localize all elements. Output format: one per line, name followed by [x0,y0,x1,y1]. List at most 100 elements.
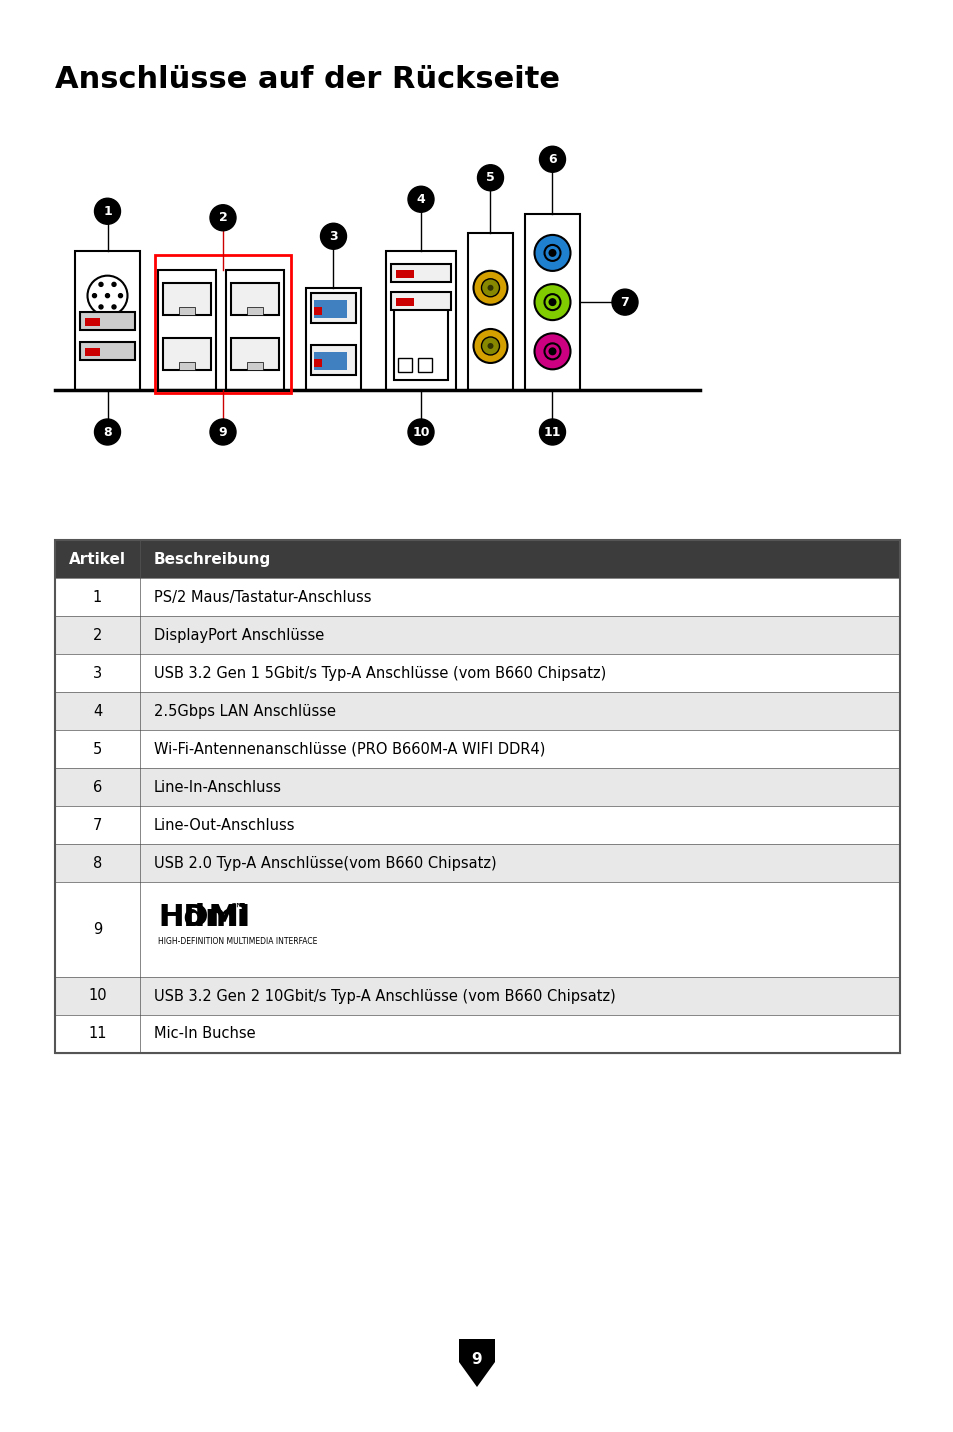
Bar [247,362,263,369]
Text: USB 3.2 Gen 2 10Gbit/s Typ-A Anschlüsse (vom B660 Chipsatz): USB 3.2 Gen 2 10Gbit/s Typ-A Anschlüsse … [153,988,615,1004]
Text: Beschreibung: Beschreibung [153,551,271,567]
Bar [394,304,448,379]
Bar [391,263,451,282]
Circle shape [106,294,110,298]
Text: 5: 5 [486,172,495,185]
Bar [55,730,899,768]
Bar [311,294,355,324]
Bar [80,342,135,359]
Circle shape [534,334,570,369]
Text: 2: 2 [92,627,102,643]
Circle shape [99,282,103,286]
Circle shape [94,420,120,445]
Circle shape [94,198,120,225]
Bar [154,255,291,392]
Circle shape [408,420,434,445]
Text: 3: 3 [329,229,337,243]
Text: USB 3.2 Gen 1 5Gbit/s Typ-A Anschlüsse (vom B660 Chipsatz): USB 3.2 Gen 1 5Gbit/s Typ-A Anschlüsse (… [153,666,605,680]
Bar [226,269,284,390]
Bar [386,251,456,390]
Circle shape [481,337,499,355]
Circle shape [88,275,128,315]
Text: 11: 11 [543,425,560,438]
Circle shape [548,249,556,256]
Bar [55,768,899,806]
Circle shape [481,279,499,296]
Text: 9: 9 [471,1352,482,1366]
Circle shape [534,235,570,271]
Text: 11: 11 [89,1027,107,1041]
Bar [55,692,899,730]
Text: 9: 9 [218,425,227,438]
Bar [85,348,100,357]
Bar [55,882,899,977]
Text: HDMI: HDMI [158,904,250,932]
Circle shape [487,285,493,291]
Text: 9: 9 [92,922,102,937]
Text: 10: 10 [88,988,107,1004]
Bar [314,352,347,369]
Text: DisplayPort Anschlüsse: DisplayPort Anschlüsse [153,627,324,643]
Text: USB 2.0 Typ-A Anschlüsse(vom B660 Chipsatz): USB 2.0 Typ-A Anschlüsse(vom B660 Chipsa… [153,855,497,871]
Polygon shape [458,1339,495,1388]
Circle shape [408,186,434,212]
Bar [55,977,899,1015]
Bar [55,843,899,882]
Circle shape [210,420,235,445]
Text: HIGH-DEFINITION MULTIMEDIA INTERFACE: HIGH-DEFINITION MULTIMEDIA INTERFACE [158,937,317,947]
Bar [163,284,211,315]
Text: Anschlüsse auf der Rückseite: Anschlüsse auf der Rückseite [55,64,559,95]
Text: Wi-Fi-Antennenanschlüsse (PRO B660M-A WIFI DDR4): Wi-Fi-Antennenanschlüsse (PRO B660M-A WI… [153,742,545,756]
Bar [231,338,278,369]
Text: 7: 7 [92,818,102,832]
Circle shape [544,245,560,261]
Text: 8: 8 [103,425,112,438]
Bar [75,251,140,390]
Text: ™: ™ [230,902,245,916]
Text: PS/2 Maus/Tastatur-Anschluss: PS/2 Maus/Tastatur-Anschluss [153,590,371,604]
Bar [524,215,579,390]
Text: 5: 5 [92,742,102,756]
Bar [247,306,263,315]
Text: 10: 10 [412,425,429,438]
Circle shape [112,305,116,309]
Bar [179,362,194,369]
Text: Line-In-Anschluss: Line-In-Anschluss [153,779,282,795]
Circle shape [544,294,560,311]
Text: 1: 1 [103,205,112,218]
Bar [395,271,414,278]
Circle shape [539,146,565,172]
Circle shape [92,294,96,298]
Text: 2: 2 [218,212,227,225]
Circle shape [548,298,556,306]
Bar [55,540,899,579]
Text: 6: 6 [92,779,102,795]
Circle shape [210,205,235,231]
Bar [55,654,899,692]
Circle shape [612,289,638,315]
Text: 2.5Gbps LAN Anschlüsse: 2.5Gbps LAN Anschlüsse [153,703,335,719]
Text: Line-Out-Anschluss: Line-Out-Anschluss [153,818,295,832]
Bar [395,298,414,306]
Bar [314,299,347,318]
Circle shape [118,294,122,298]
Text: Hdmi: Hdmi [158,904,247,932]
Text: 4: 4 [92,703,102,719]
Bar [417,358,432,372]
Circle shape [473,271,507,305]
Text: 7: 7 [620,295,629,309]
Bar [80,312,135,329]
Text: 8: 8 [92,855,102,871]
Text: 4: 4 [416,193,425,206]
Bar [85,318,100,326]
Circle shape [477,165,503,190]
Circle shape [112,282,116,286]
Bar [158,269,215,390]
Bar [468,233,513,390]
Bar [179,306,194,315]
Circle shape [473,329,507,362]
Text: 6: 6 [548,153,557,166]
Bar [231,284,278,315]
Bar [55,579,899,616]
Bar [314,359,322,367]
